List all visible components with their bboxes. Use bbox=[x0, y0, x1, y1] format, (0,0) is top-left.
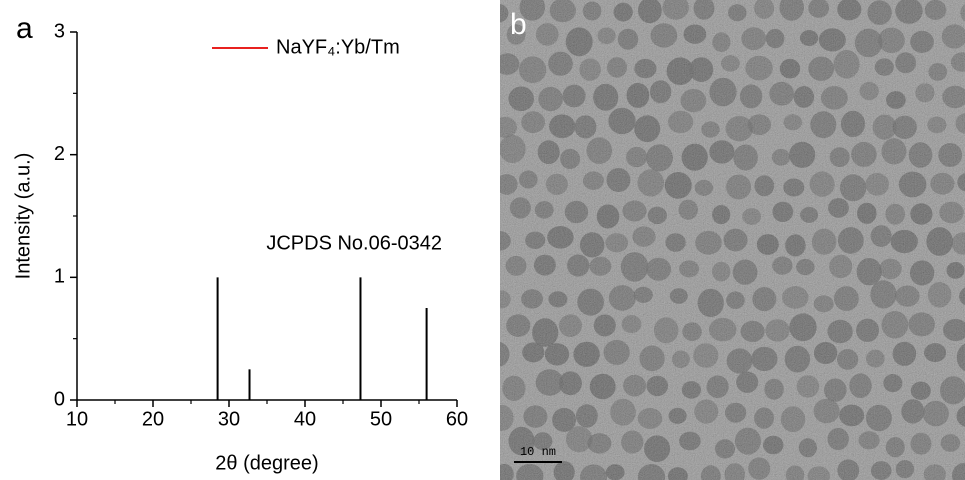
x-tick-label: 40 bbox=[294, 408, 316, 430]
x-axis-label: 2θ (degree) bbox=[215, 452, 318, 474]
x-tick-label: 60 bbox=[446, 408, 468, 430]
y-tick-label: 1 bbox=[54, 266, 65, 288]
y-axis-label: Intensity (a.u.) bbox=[12, 153, 34, 280]
y-tick-label: 0 bbox=[54, 388, 65, 410]
x-tick-label: 30 bbox=[218, 408, 240, 430]
figure: a 2θ (degree) Intensity (a.u.) 102030405… bbox=[0, 0, 965, 480]
tem-noise bbox=[500, 0, 965, 480]
tem-image: b 10 nm bbox=[500, 0, 965, 480]
reference-label: JCPDS No.06-0342 bbox=[266, 232, 442, 254]
x-tick-label: 50 bbox=[370, 408, 392, 430]
panel-label: b bbox=[510, 8, 527, 41]
legend-label: NaYF₄:Yb/Tm bbox=[276, 36, 400, 58]
x-tick-label: 10 bbox=[66, 408, 88, 430]
panel-label: a bbox=[16, 12, 33, 45]
y-tick-label: 3 bbox=[54, 20, 65, 42]
scale-bar-label: 10 nm bbox=[520, 445, 556, 459]
x-tick-label: 20 bbox=[142, 408, 164, 430]
y-tick-label: 2 bbox=[54, 143, 65, 165]
